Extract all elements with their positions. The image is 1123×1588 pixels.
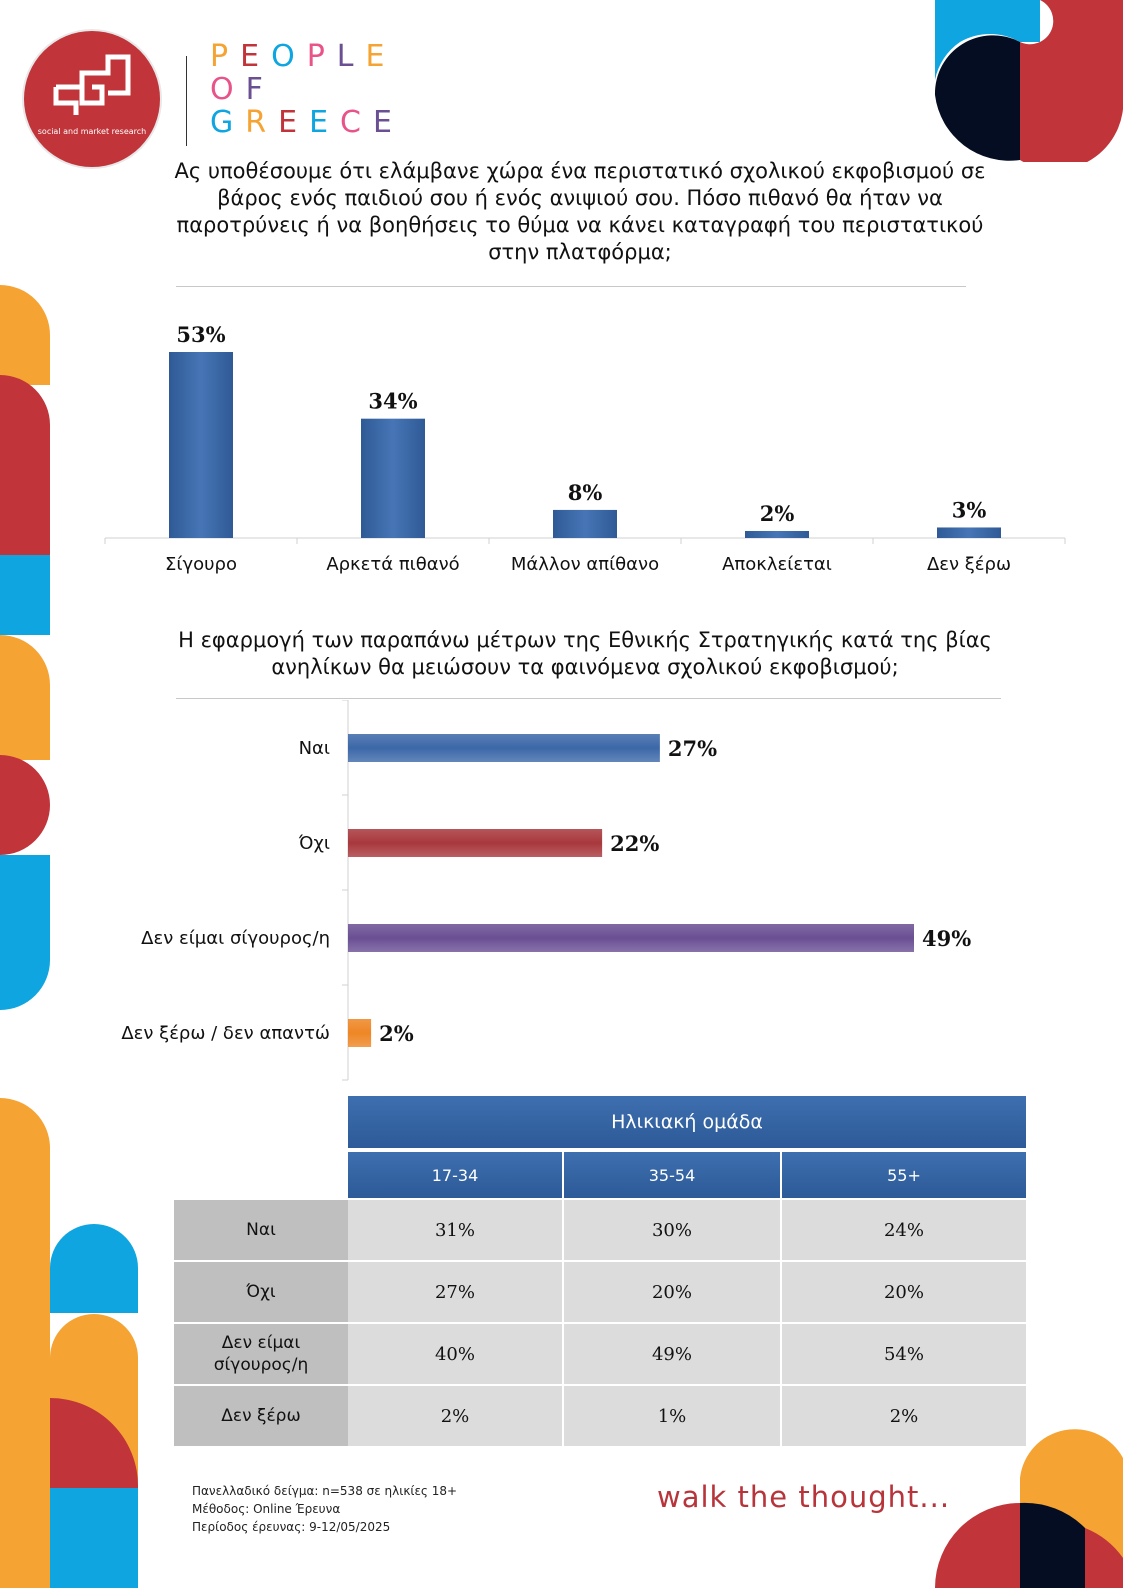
chart1-bar (937, 527, 1001, 538)
table-cell: 54% (782, 1324, 1026, 1384)
chart2-bar (348, 1019, 372, 1047)
chart2-bar (348, 829, 603, 857)
sed-logo: social and market research (24, 31, 160, 167)
pog-letter: P (306, 39, 337, 74)
table-row-label: Ναι (174, 1200, 348, 1260)
tagline: walk the thought... (657, 1480, 951, 1514)
pog-letter: R (245, 105, 279, 140)
table-column-header: 17-34 (348, 1152, 562, 1198)
chart2-category-label: Δεν είμαι σίγουρος/η (141, 928, 330, 949)
chart1-data-label: 53% (176, 322, 225, 347)
pog-letter: O (271, 39, 307, 74)
table-cell: 1% (564, 1386, 780, 1446)
chart1-data-label: 2% (760, 501, 795, 526)
chart2-category-label: Δεν ξέρω / δεν απαντώ (121, 1023, 330, 1044)
logo-caption: social and market research (37, 127, 147, 136)
chart2-category-label: Ναι (299, 738, 330, 759)
chart2-data-label: 49% (922, 926, 971, 951)
table-cell: 27% (348, 1262, 562, 1322)
chart2-data-label: 2% (379, 1021, 414, 1046)
survey-footnote: Πανελλαδικό δείγμα: n=538 σε ηλικίες 18+… (192, 1482, 457, 1536)
bottom-right-decoration (935, 1429, 1123, 1588)
table-cell: 20% (782, 1262, 1026, 1322)
chart2-data-label: 27% (668, 736, 717, 761)
chart1-bar (361, 418, 425, 538)
table-row-label: Δεν είμαι σίγουρος/η (174, 1324, 348, 1384)
footnote-sample: Πανελλαδικό δείγμα: n=538 σε ηλικίες 18+ (192, 1484, 458, 1498)
pog-letter: E (240, 39, 272, 74)
chart2-bar (348, 734, 660, 762)
table-row-label: Δεν ξέρω (174, 1386, 348, 1446)
table-cell: 30% (564, 1200, 780, 1260)
logo-divider (186, 56, 187, 146)
footnote-period: Περίοδος έρευνας: 9-12/05/2025 (192, 1520, 391, 1534)
table-cell: 40% (348, 1324, 562, 1384)
left-decoration-lower (0, 1098, 139, 1588)
pog-letter: E (365, 39, 397, 74)
chart1-title-rule (176, 286, 966, 287)
footnote-method: Μέθοδος: Online Έρευνα (192, 1502, 341, 1516)
chart1-data-label: 34% (368, 389, 417, 414)
chart1-bar (745, 530, 809, 538)
chart1-category-label: Αποκλείεται (722, 554, 832, 575)
table-column-header: 35-54 (564, 1152, 780, 1198)
pog-letter: L (336, 39, 366, 74)
left-decoration-upper (0, 285, 50, 1010)
chart1-title: Ας υποθέσουμε ότι ελάμβανε χώρα ένα περι… (174, 159, 986, 264)
sed-logo-mark-icon (53, 54, 131, 115)
chart1-category-label: Αρκετά πιθανό (326, 554, 459, 575)
table-cell: 2% (348, 1386, 562, 1446)
table-group-header: Ηλικιακή ομάδα (348, 1096, 1026, 1148)
chart1-vertical-bar-chart: 53% Σίγουρο 34% Αρκετά πιθανό 8% Μάλλον απίθα… (104, 322, 1066, 575)
pog-line-of: OF (210, 73, 404, 106)
people-of-greece-logo: PEOPLE OF GREECE (210, 40, 404, 139)
pog-line-greece: GREECE (210, 106, 404, 139)
chart1-category-label: Μάλλον απίθανο (511, 554, 659, 575)
chart1-data-label: 3% (952, 497, 987, 522)
table-cell: 20% (564, 1262, 780, 1322)
pog-letter: F (245, 72, 275, 107)
pog-letter: G (210, 105, 246, 140)
pog-letter: E (309, 105, 341, 140)
top-right-decoration (934, 0, 1123, 162)
chart1-data-label: 8% (568, 480, 603, 505)
chart2-bar (348, 924, 914, 952)
chart1-category-label: Σίγουρο (165, 554, 237, 575)
chart2-title: Η εφαρμογή των παραπάνω μέτρων της Εθνικ… (178, 628, 992, 679)
chart2-horizontal-bar-chart: 27% Ναι 22% Όχι 49% Δεν είμαι σίγουρος/η 2% Δεν… (121, 700, 971, 1081)
chart1-bar (169, 352, 233, 538)
pog-letter: C (340, 105, 373, 140)
table-cell: 31% (348, 1200, 562, 1260)
chart2-data-label: 22% (610, 831, 659, 856)
table-cell: 2% (782, 1386, 1026, 1446)
table-cell: 24% (782, 1200, 1026, 1260)
chart2-title-rule (176, 698, 1001, 699)
chart1-category-label: Δεν ξέρω (927, 554, 1011, 575)
pog-letter: E (373, 105, 404, 140)
chart2-category-label: Όχι (298, 833, 330, 854)
pog-letter: O (210, 72, 246, 107)
table-row-label: Όχι (174, 1262, 348, 1322)
pog-line-people: PEOPLE (210, 40, 404, 73)
pog-letter: E (278, 105, 310, 140)
pog-letter: P (210, 39, 241, 74)
table-cell: 49% (564, 1324, 780, 1384)
chart1-bar (553, 509, 617, 538)
table-column-header: 55+ (782, 1152, 1026, 1198)
age-group-table: Ηλικιακή ομάδα 17-34 35-54 55+ Ναι 31% 30% 24% Ό… (174, 1096, 1026, 1448)
